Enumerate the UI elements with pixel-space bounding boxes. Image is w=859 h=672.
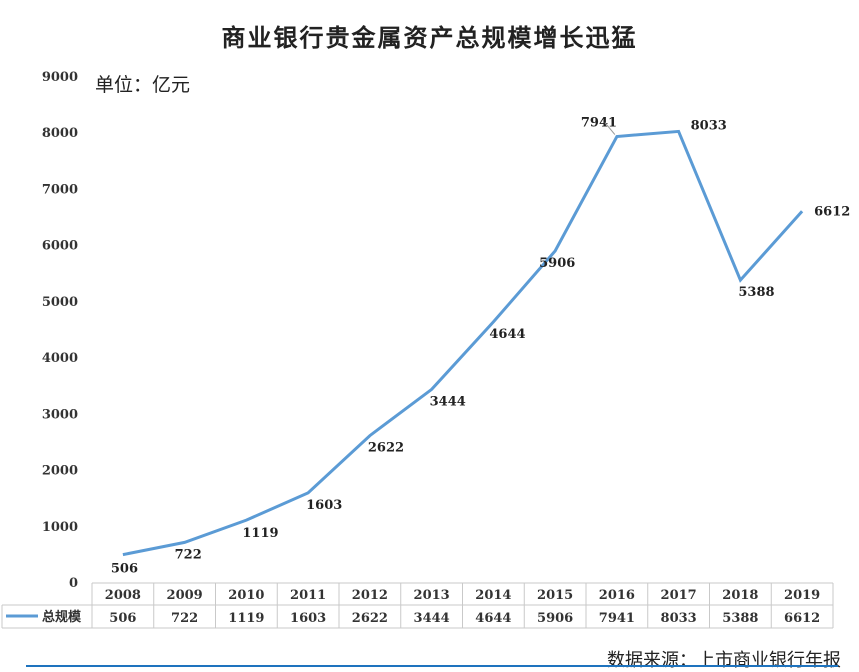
data-label: 1119: [242, 526, 278, 541]
data-label: 5388: [738, 285, 774, 300]
x-tick-label: 2011: [290, 588, 326, 603]
data-label: 4644: [489, 327, 525, 342]
data-label-leader: [604, 122, 616, 135]
source-note: 数据来源：上市商业银行年报: [607, 650, 841, 671]
y-tick-label: 4000: [42, 351, 78, 366]
x-tick-label: 2019: [784, 588, 820, 603]
table-value-cell: 722: [171, 611, 198, 626]
y-tick-label: 0: [69, 576, 78, 591]
bottom-divider: [26, 665, 838, 667]
y-tick-label: 6000: [42, 239, 78, 254]
x-tick-label: 2008: [105, 588, 141, 603]
unit-label: 单位：亿元: [95, 74, 191, 96]
x-tick-label: 2009: [167, 588, 203, 603]
data-label: 7941: [581, 116, 617, 131]
y-tick-label: 8000: [42, 126, 78, 141]
x-tick-label: 2012: [352, 588, 388, 603]
table-value-cell: 3444: [414, 611, 450, 626]
table-value-cell: 5906: [537, 611, 573, 626]
y-tick-label: 1000: [42, 520, 78, 535]
data-label: 3444: [430, 394, 466, 409]
table-value-cell: 7941: [599, 611, 635, 626]
table-value-cell: 8033: [661, 611, 697, 626]
table-value-cell: 4644: [475, 611, 511, 626]
x-tick-label: 2016: [599, 588, 635, 603]
chart-title: 商业银行贵金属资产总规模增长迅猛: [221, 23, 638, 52]
data-label: 2622: [368, 441, 404, 456]
y-tick-label: 3000: [42, 407, 78, 422]
data-label: 5906: [539, 256, 575, 271]
y-tick-label: 2000: [42, 464, 78, 479]
data-label: 1603: [306, 498, 342, 513]
x-tick-label: 2018: [722, 588, 758, 603]
table-value-cell: 6612: [784, 611, 820, 626]
y-tick-label: 7000: [42, 182, 78, 197]
data-label: 722: [175, 547, 202, 562]
data-label: 6612: [814, 204, 850, 219]
data-label: 8033: [691, 118, 727, 133]
table-value-cell: 1119: [228, 611, 264, 626]
table-value-cell: 5388: [722, 611, 758, 626]
table-value-cell: 506: [109, 611, 136, 626]
x-tick-label: 2010: [228, 588, 264, 603]
y-tick-label: 5000: [42, 295, 78, 310]
x-tick-label: 2015: [537, 588, 573, 603]
legend-label: 总规模: [42, 609, 82, 625]
x-tick-label: 2017: [661, 588, 697, 603]
x-tick-label: 2013: [414, 588, 450, 603]
table-value-cell: 1603: [290, 611, 326, 626]
table-value-cell: 2622: [352, 611, 388, 626]
series-line-total: [122, 129, 804, 557]
data-label: 506: [111, 562, 138, 577]
y-tick-label: 9000: [42, 70, 78, 85]
x-tick-label: 2014: [475, 588, 511, 603]
